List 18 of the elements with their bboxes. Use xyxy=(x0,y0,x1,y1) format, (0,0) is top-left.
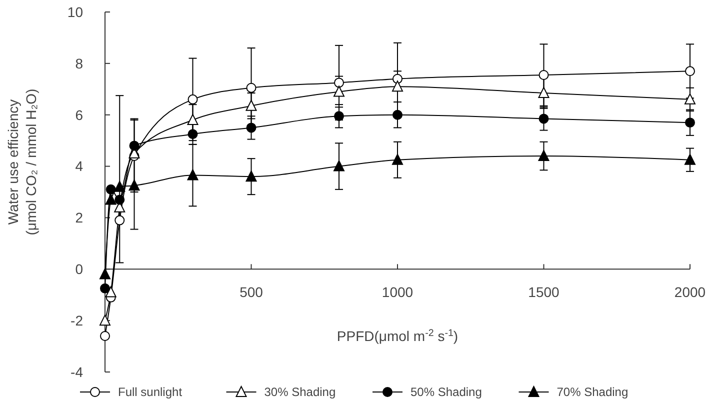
y-tick-label: 6 xyxy=(75,106,84,123)
y-tick-label: 10 xyxy=(67,4,84,20)
legend-label: Full sunlight xyxy=(118,385,183,399)
x-tick-label: 1500 xyxy=(528,284,560,300)
y-axis-title: Water use efficiency (μmol CO₂ / mmol H₂O) xyxy=(5,88,39,236)
y-tick-label: -2 xyxy=(70,312,84,328)
legend-label: 50% Shading xyxy=(410,385,482,399)
legend-label: 30% Shading xyxy=(264,385,336,399)
y-tick-label: -4 xyxy=(70,364,84,380)
y-tick-label: 2 xyxy=(75,210,84,226)
y-tick-label: 4 xyxy=(75,158,84,174)
x-tick-label: 1000 xyxy=(382,284,414,300)
x-tick-label: 500 xyxy=(240,284,264,300)
x-axis-title: PPFD(μmol m$^{-2}$ s$^{-1}$) xyxy=(336,328,458,344)
y-tick-label: 8 xyxy=(75,55,84,72)
x-tick-label: 2000 xyxy=(674,284,706,300)
y-tick-label: 0 xyxy=(75,261,84,278)
legend-label: 70% Shading xyxy=(556,385,628,399)
